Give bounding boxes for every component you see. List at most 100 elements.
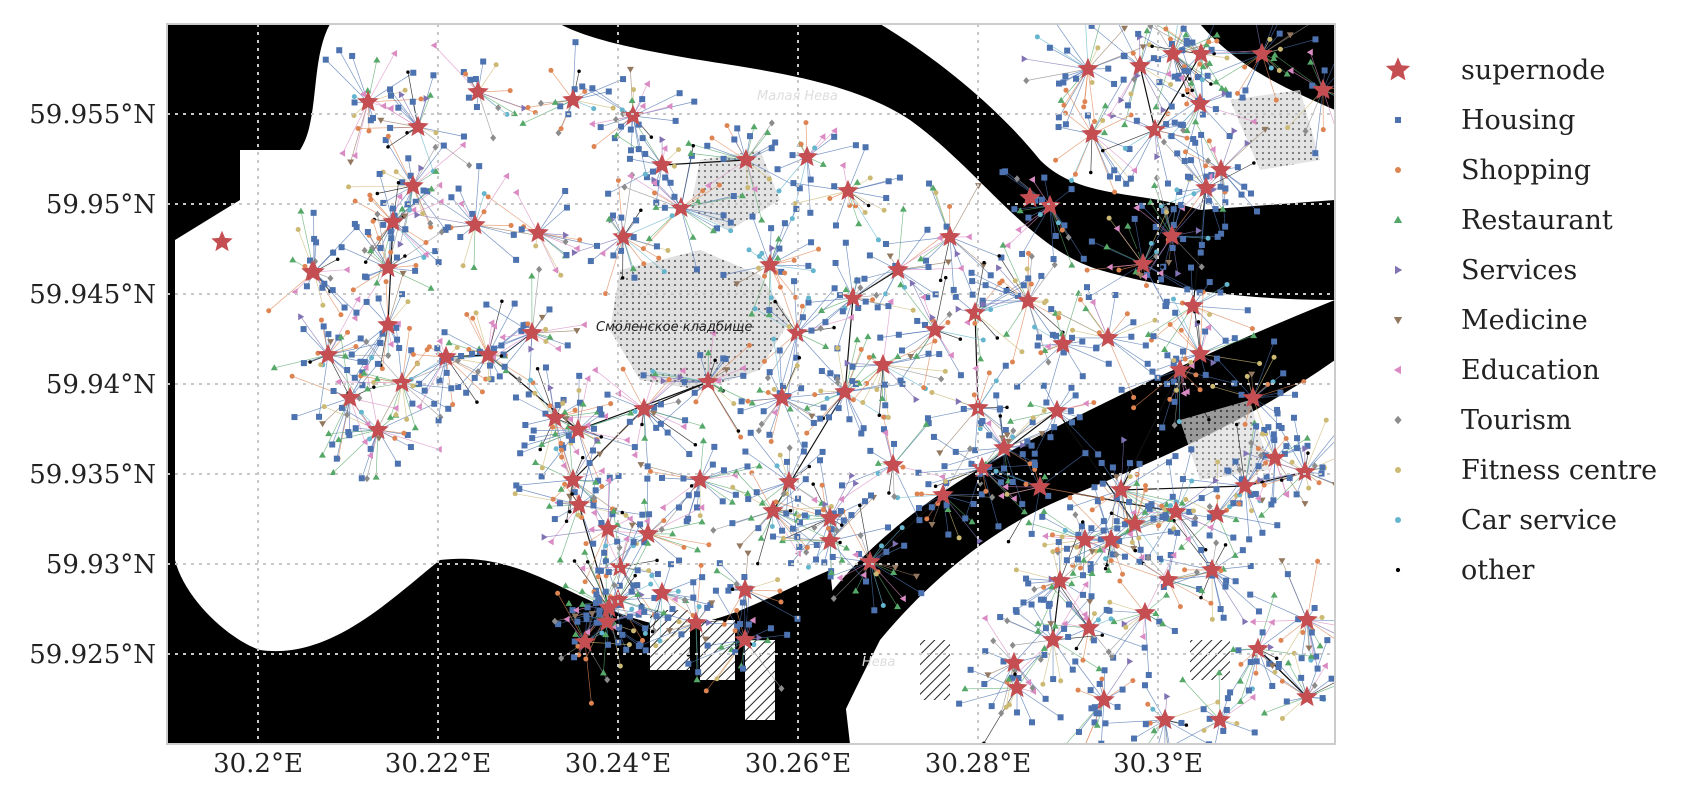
poi-housing	[730, 193, 737, 200]
supernode-marker	[1017, 289, 1039, 311]
poi-restaurant	[765, 311, 773, 318]
poi-restaurant	[546, 333, 554, 340]
poi-medicine	[1137, 273, 1145, 280]
poi-link	[964, 687, 1018, 690]
poi-link	[806, 391, 846, 434]
poi-restaurant	[890, 568, 898, 575]
poi-housing	[407, 444, 414, 451]
poi-link	[531, 330, 577, 334]
poi-housing	[1050, 256, 1057, 263]
poi-housing	[918, 590, 925, 597]
poi-education	[391, 50, 398, 58]
poi-housing	[329, 287, 336, 294]
poi-housing	[727, 584, 734, 591]
poi-car-service	[650, 368, 656, 374]
poi-medicine	[650, 410, 658, 417]
poi-restaurant	[747, 514, 755, 521]
poi-fitness-centre	[1042, 542, 1048, 548]
poi-housing	[402, 226, 409, 233]
poi-housing	[685, 660, 692, 667]
poi-housing	[1231, 335, 1238, 342]
poi-housing	[808, 239, 815, 246]
poi-shopping	[652, 190, 658, 196]
poi-restaurant	[1141, 508, 1149, 515]
channel-north	[1200, 24, 1335, 110]
poi-housing	[957, 372, 964, 379]
poi-link	[878, 364, 884, 416]
poi-housing	[404, 431, 411, 438]
poi-shopping	[1265, 381, 1271, 387]
poi-link	[1194, 142, 1207, 189]
poi-link	[1211, 49, 1263, 55]
poi-link	[918, 467, 983, 474]
poi-housing	[1142, 682, 1149, 689]
poi-shopping	[350, 287, 356, 293]
poi-housing	[691, 389, 698, 396]
poi-other	[1220, 13, 1224, 17]
poi-restaurant	[689, 233, 697, 240]
poi-link	[912, 283, 936, 331]
poi-other	[1274, 656, 1279, 660]
poi-restaurant	[592, 478, 600, 485]
poi-link	[770, 397, 783, 442]
poi-housing	[776, 347, 783, 354]
poi-housing	[618, 214, 625, 221]
poi-link	[1120, 489, 1162, 507]
poi-link	[959, 687, 1018, 705]
poi-housing	[1259, 529, 1266, 536]
poi-tourism	[1010, 427, 1017, 435]
poi-fitness-centre	[493, 62, 499, 68]
poi-tourism	[778, 685, 785, 693]
poi-education	[566, 415, 573, 423]
poi-housing	[863, 578, 870, 585]
poi-services	[1212, 477, 1219, 485]
poi-education	[1141, 273, 1148, 281]
supernode-marker	[882, 453, 904, 475]
poi-housing	[867, 447, 874, 454]
poi-restaurant	[1271, 51, 1279, 58]
poi-restaurant	[1219, 205, 1227, 212]
poi-restaurant	[1145, 15, 1152, 21]
poi-restaurant	[1096, 546, 1104, 553]
poi-housing	[1038, 196, 1045, 203]
poi-restaurant	[755, 462, 763, 469]
poi-education	[1139, 633, 1146, 641]
poi-services	[853, 479, 860, 487]
poi-housing	[1255, 608, 1262, 615]
poi-housing	[1145, 671, 1152, 678]
poi-housing	[351, 374, 358, 381]
poi-housing	[783, 458, 790, 465]
poi-restaurant	[1192, 118, 1200, 125]
poi-link	[942, 494, 974, 505]
poi-housing	[351, 99, 358, 106]
poi-housing	[335, 334, 342, 341]
poi-restaurant	[1213, 31, 1221, 38]
poi-fitness-centre	[1323, 417, 1329, 423]
supernode-marker	[1019, 186, 1041, 208]
poi-housing	[1196, 289, 1203, 296]
poi-restaurant	[1143, 27, 1151, 34]
poi-education	[972, 364, 979, 372]
poi-fitness-centre	[1056, 310, 1062, 316]
poi-services	[398, 91, 405, 99]
poi-tourism	[990, 637, 997, 645]
smolensky-cemetery-area	[610, 250, 790, 390]
poi-housing	[576, 399, 583, 406]
poi-housing	[981, 681, 988, 688]
poi-housing	[1217, 289, 1224, 296]
poi-link	[796, 288, 835, 334]
supernode-marker	[339, 386, 361, 408]
poi-other	[1100, 633, 1104, 637]
poi-education	[831, 127, 838, 135]
poi-education	[1082, 400, 1089, 408]
poi-housing	[1222, 583, 1229, 590]
poi-housing	[1097, 536, 1104, 543]
poi-housing	[583, 615, 590, 622]
poi-other	[1181, 93, 1185, 98]
poi-shopping	[558, 126, 564, 132]
poi-housing	[899, 380, 906, 387]
poi-shopping	[1315, 558, 1321, 564]
supernode-marker	[734, 578, 756, 600]
poi-housing	[1185, 68, 1192, 75]
poi-link	[1091, 133, 1115, 193]
